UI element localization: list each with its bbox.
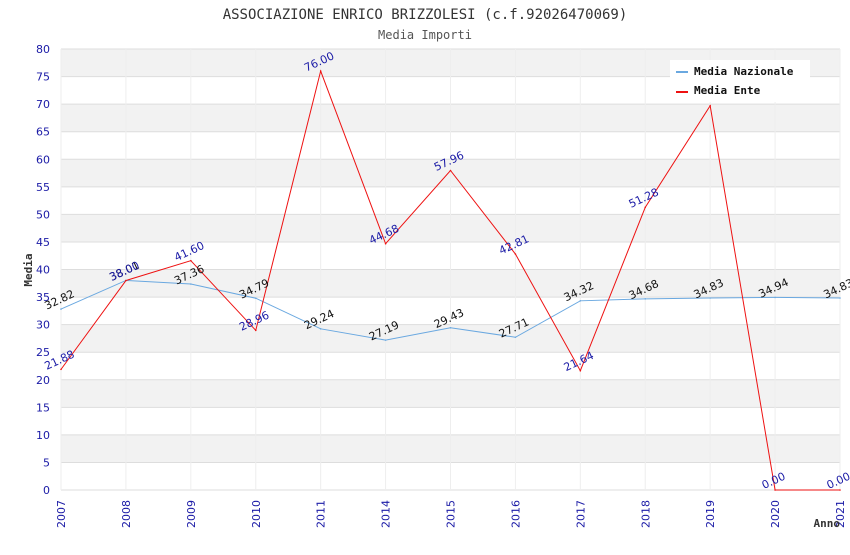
y-tick-label: 30 (36, 319, 50, 332)
data-point-media-ente (774, 489, 776, 491)
data-point-media-nazionale (449, 326, 452, 329)
y-tick-label: 75 (36, 71, 50, 84)
data-point-media-nazionale (254, 297, 257, 300)
data-point-media-ente (644, 206, 647, 209)
data-point-media-nazionale (709, 297, 711, 299)
y-tick-label: 60 (36, 153, 50, 166)
x-tick-label: 2018 (639, 500, 652, 528)
x-tick-label: 2014 (380, 500, 393, 528)
data-point-media-ente (319, 70, 322, 72)
data-point-media-nazionale (319, 328, 322, 330)
legend-box (670, 60, 810, 102)
data-point-media-nazionale (190, 283, 192, 285)
y-axis-label: Media (22, 253, 35, 286)
x-axis-label: Anno (814, 517, 841, 530)
x-axis-ticks: 2007 2008 2009 2010 2011 2014 2015 2016 2017 2018… (55, 500, 847, 528)
data-label-media-ente: 0.00 (760, 470, 788, 492)
chart-title: ASSOCIAZIONE ENRICO BRIZZOLESI (c.f.9202… (223, 7, 628, 23)
data-label-media-ente: 41.60 (172, 239, 206, 264)
data-label-media-ente: 21.64 (562, 349, 596, 374)
data-point-media-ente (125, 279, 127, 282)
x-tick-label: 2017 (574, 500, 587, 528)
legend: Media Nazionale Media Ente (670, 60, 810, 102)
data-point-media-nazionale (514, 336, 517, 339)
y-tick-label: 15 (36, 401, 50, 414)
data-label-media-ente: 0.00 (825, 470, 850, 492)
data-point-media-nazionale (774, 296, 776, 299)
data-point-media-ente (449, 169, 452, 172)
y-tick-label: 5 (43, 456, 50, 469)
y-axis-ticks: 0 5 10 15 20 25 30 35 40 45 50 55 60 65 70 75 80 (36, 43, 50, 497)
y-tick-label: 0 (43, 484, 50, 497)
legend-label-media-nazionale: Media Nazionale (694, 65, 794, 78)
gridlines (60, 48, 841, 491)
x-tick-label: 2020 (769, 500, 782, 528)
x-tick-label: 2015 (445, 500, 458, 528)
x-tick-label: 2009 (185, 500, 198, 528)
y-tick-label: 70 (36, 98, 50, 111)
series-layer (60, 69, 841, 491)
x-tick-label: 2007 (55, 500, 68, 528)
data-point-media-ente (709, 104, 711, 107)
x-tick-label: 2021 (834, 500, 847, 528)
data-point-media-ente (190, 259, 192, 262)
y-tick-label: 80 (36, 43, 50, 56)
data-point-media-nazionale (384, 339, 387, 341)
x-tick-label: 2019 (704, 500, 717, 528)
chart-subtitle: Media Importi (378, 28, 472, 42)
data-point-media-ente (60, 368, 62, 371)
data-point-media-nazionale (579, 300, 582, 302)
data-point-media-ente (839, 489, 841, 491)
data-label-media-ente: 51.28 (627, 186, 661, 211)
y-tick-label: 35 (36, 291, 50, 304)
x-tick-label: 2016 (509, 500, 522, 528)
data-point-media-ente (384, 242, 387, 245)
data-point-media-ente (254, 329, 257, 332)
data-point-media-ente (514, 253, 517, 255)
y-tick-label: 20 (36, 374, 50, 387)
x-tick-label: 2008 (120, 500, 133, 528)
y-tick-label: 40 (36, 264, 50, 277)
y-tick-label: 45 (36, 236, 50, 249)
data-point-media-nazionale (60, 308, 62, 310)
y-tick-label: 25 (36, 346, 50, 359)
y-tick-label: 50 (36, 208, 50, 221)
legend-label-media-ente: Media Ente (694, 84, 761, 97)
y-tick-label: 10 (36, 429, 50, 442)
data-point-media-ente (579, 369, 582, 372)
x-tick-label: 2011 (315, 500, 328, 528)
x-tick-label: 2010 (250, 500, 263, 528)
y-tick-label: 65 (36, 126, 50, 139)
y-tick-label: 55 (36, 181, 50, 194)
data-point-media-nazionale (644, 298, 647, 300)
data-point-media-nazionale (839, 297, 841, 299)
